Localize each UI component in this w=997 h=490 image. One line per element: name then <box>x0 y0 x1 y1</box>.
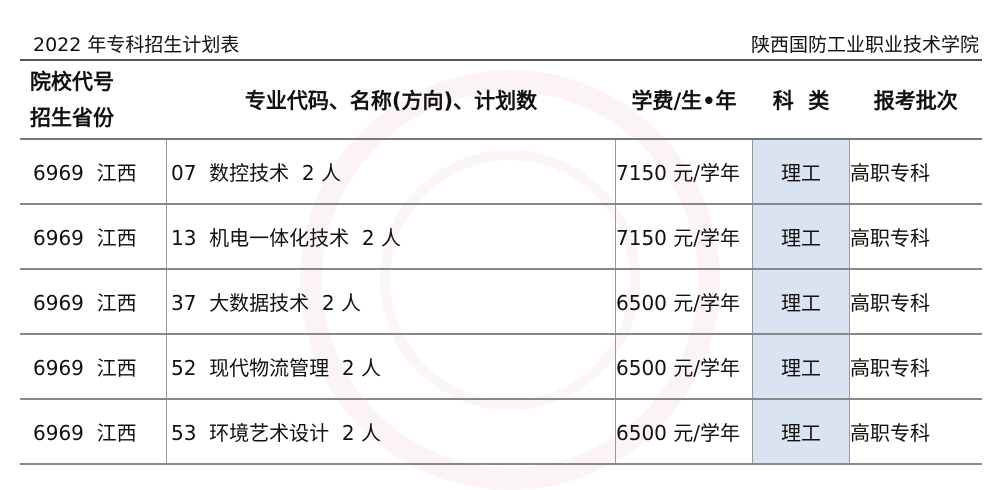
cell-category: 理工 <box>752 399 850 465</box>
cell-major: 13 机电一体化技术 2 人 <box>166 204 616 270</box>
cell-batch: 高职专科 <box>849 399 982 465</box>
document-title: 2022 年专科招生计划表 <box>33 34 240 56</box>
cell-batch: 高职专科 <box>849 139 982 205</box>
cell-code: 6969 江西 <box>20 139 167 205</box>
cell-batch: 高职专科 <box>849 334 982 400</box>
header-code: 院校代号 <box>30 69 114 94</box>
table-row: 6969 江西 37 大数据技术 2 人 6500 元/学年 理工 高职专科 <box>20 269 982 335</box>
cell-category: 理工 <box>752 269 850 335</box>
table-row: 6969 江西 52 现代物流管理 2 人 6500 元/学年 理工 高职专科 <box>20 334 982 400</box>
cell-fee: 6500 元/学年 <box>615 269 753 335</box>
cell-major: 52 现代物流管理 2 人 <box>166 334 616 400</box>
cell-code: 6969 江西 <box>20 399 167 465</box>
cell-major: 53 环境艺术设计 2 人 <box>166 399 616 465</box>
header-major: 专业代码、名称(方向)、计划数 <box>166 59 616 140</box>
cell-category: 理工 <box>752 334 850 400</box>
header-batch: 报考批次 <box>849 59 982 140</box>
header-code-province: 院校代号 招生省份 <box>20 59 167 140</box>
cell-major: 37 大数据技术 2 人 <box>166 269 616 335</box>
header-fee: 学费/生•年 <box>615 59 753 140</box>
table-row: 6969 江西 53 环境艺术设计 2 人 6500 元/学年 理工 高职专科 <box>20 399 982 465</box>
cell-batch: 高职专科 <box>849 204 982 270</box>
cell-batch: 高职专科 <box>849 269 982 335</box>
table-header: 院校代号招生省份 专业代码、名称(方向)、计划数 学费/生•年 科 类 报考批次 <box>20 59 982 140</box>
cell-fee: 7150 元/学年 <box>615 204 753 270</box>
table-row: 6969 江西 07 数控技术 2 人 7150 元/学年 理工 高职专科 <box>20 139 982 205</box>
cell-code: 6969 江西 <box>20 334 167 400</box>
cell-fee: 6500 元/学年 <box>615 334 753 400</box>
cell-major: 07 数控技术 2 人 <box>166 139 616 205</box>
cell-code: 6969 江西 <box>20 204 167 270</box>
enrollment-plan-table: 院校代号招生省份 专业代码、名称(方向)、计划数 学费/生•年 科 类 报考批次… <box>20 59 982 465</box>
cell-fee: 6500 元/学年 <box>615 399 753 465</box>
school-name: 陕西国防工业职业技术学院 <box>750 34 979 56</box>
header-category: 科 类 <box>752 59 850 140</box>
header-province: 招生省份 <box>30 105 114 130</box>
cell-fee: 7150 元/学年 <box>615 139 753 205</box>
cell-code: 6969 江西 <box>20 269 167 335</box>
table-row: 6969 江西 13 机电一体化技术 2 人 7150 元/学年 理工 高职专科 <box>20 204 982 270</box>
cell-category: 理工 <box>752 204 850 270</box>
cell-category: 理工 <box>752 139 850 205</box>
